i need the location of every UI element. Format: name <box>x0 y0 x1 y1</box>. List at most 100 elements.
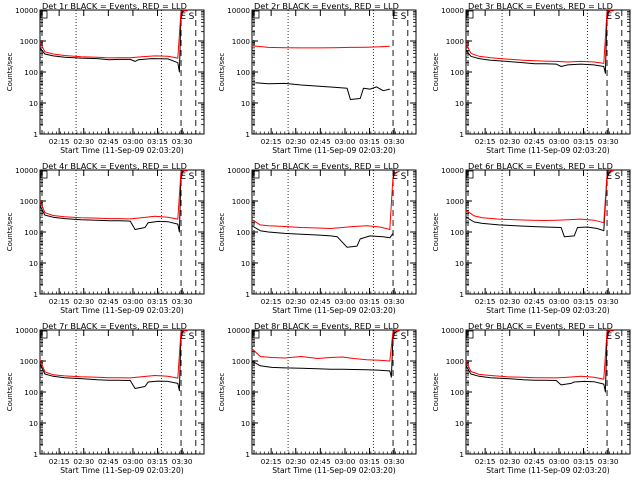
x-axis-label: Start Time (11-Sep-09 02:03:20) <box>272 306 396 315</box>
x-tick-label: 02:30 <box>499 137 520 146</box>
x-axis-label: Start Time (11-Sep-09 02:03:20) <box>60 146 184 155</box>
marker-s: S <box>615 12 621 22</box>
start-marker-box <box>40 10 48 19</box>
marker-s: S <box>615 172 621 182</box>
lld-series-line <box>39 169 188 220</box>
y-tick-label: 1000 <box>232 37 251 46</box>
x-axis-label: Start Time (11-Sep-09 02:03:20) <box>60 306 184 315</box>
x-tick-label: 02:15 <box>475 457 496 466</box>
x-tick-label: 02:30 <box>285 297 306 306</box>
y-tick-label: 10000 <box>441 166 464 175</box>
x-tick-label: 02:15 <box>49 137 70 146</box>
start-marker-box <box>466 330 474 339</box>
x-tick-label: 03:15 <box>147 457 168 466</box>
y-tick-label: 100 <box>236 388 250 397</box>
marker-e: E <box>180 12 186 22</box>
y-tick-label: 10000 <box>15 326 38 335</box>
y-tick-label: 10000 <box>227 166 250 175</box>
x-tick-label: 03:30 <box>172 137 193 146</box>
marker-e: E <box>392 172 398 182</box>
x-axis-label: Start Time (11-Sep-09 02:03:20) <box>486 146 610 155</box>
lld-series-line <box>251 329 400 362</box>
lld-series-line <box>251 170 400 230</box>
lld-series-line <box>39 329 188 379</box>
marker-s: S <box>401 172 407 182</box>
x-axis-label: Start Time (11-Sep-09 02:03:20) <box>486 466 610 475</box>
y-tick-label: 10 <box>241 419 251 428</box>
y-tick-label: 100 <box>236 68 250 77</box>
y-tick-label: 10000 <box>441 326 464 335</box>
marker-s: S <box>189 172 195 182</box>
y-tick-label: 100 <box>450 68 464 77</box>
events-series-line <box>39 330 188 392</box>
x-tick-label: 03:00 <box>335 457 356 466</box>
x-tick-label: 03:30 <box>384 137 405 146</box>
y-tick-label: 10000 <box>441 6 464 15</box>
x-tick-label: 02:30 <box>285 137 306 146</box>
start-marker-box <box>252 330 260 339</box>
y-axis-label: Counts/sec <box>218 213 226 252</box>
y-tick-label: 1 <box>459 290 464 299</box>
x-tick-label: 02:30 <box>73 137 94 146</box>
panel-title: Det 3r BLACK = Events, RED = LLD <box>468 1 613 11</box>
y-axis-label: Counts/sec <box>218 373 226 412</box>
y-axis-label: Counts/sec <box>432 53 440 92</box>
y-axis-label: Counts/sec <box>432 373 440 412</box>
panel-1: Det 1r BLACK = Events, RED = LLD 1 10 100 10… <box>6 1 205 155</box>
y-tick-label: 1 <box>245 290 250 299</box>
lld-series-line <box>39 9 188 59</box>
plot-frame <box>465 169 631 295</box>
x-tick-label: 03:15 <box>359 297 380 306</box>
panel-9: Det 9r BLACK = Events, RED = LLD 1 10 100 10… <box>432 321 631 475</box>
marker-e: E <box>180 332 186 342</box>
y-axis-label: Counts/sec <box>6 53 14 92</box>
marker-s: S <box>615 332 621 342</box>
x-axis-label: Start Time (11-Sep-09 02:03:20) <box>272 466 396 475</box>
x-tick-label: 02:15 <box>261 457 282 466</box>
y-tick-label: 100 <box>24 68 38 77</box>
y-tick-label: 1 <box>459 450 464 459</box>
x-tick-label: 03:00 <box>549 137 570 146</box>
start-marker-box <box>252 10 260 19</box>
panel-6: Det 6r BLACK = Events, RED = LLD 1 10 100 10… <box>432 161 631 315</box>
y-tick-label: 1000 <box>232 197 251 206</box>
marker-e: E <box>392 332 398 342</box>
events-series-line <box>251 330 400 378</box>
y-tick-label: 100 <box>24 228 38 237</box>
x-tick-label: 02:30 <box>73 457 94 466</box>
x-tick-label: 03:30 <box>384 457 405 466</box>
x-axis-label: Start Time (11-Sep-09 02:03:20) <box>60 466 184 475</box>
panel-8: Det 8r BLACK = Events, RED = LLD 1 10 100 10… <box>218 321 417 475</box>
marker-s: S <box>401 332 407 342</box>
y-tick-label: 100 <box>236 228 250 237</box>
y-tick-label: 10 <box>29 99 39 108</box>
panel-4: Det 4r BLACK = Events, RED = LLD 1 10 100 10… <box>6 161 205 315</box>
events-series-line <box>465 330 614 393</box>
x-tick-label: 02:30 <box>499 297 520 306</box>
panel-title: Det 6r BLACK = Events, RED = LLD <box>468 161 613 171</box>
events-series-line <box>465 10 614 74</box>
panel-3: Det 3r BLACK = Events, RED = LLD 1 10 100 10… <box>432 1 631 155</box>
lld-series-line <box>465 329 614 380</box>
x-tick-label: 02:15 <box>261 137 282 146</box>
panel-title: Det 7r BLACK = Events, RED = LLD <box>42 321 187 331</box>
y-tick-label: 10000 <box>15 166 38 175</box>
x-tick-label: 02:15 <box>49 457 70 466</box>
x-tick-label: 03:30 <box>384 297 405 306</box>
panel-title: Det 4r BLACK = Events, RED = LLD <box>42 161 187 171</box>
panel-title: Det 1r BLACK = Events, RED = LLD <box>42 1 187 11</box>
start-marker-box <box>40 170 48 179</box>
y-axis-label: Counts/sec <box>6 213 14 252</box>
y-tick-label: 100 <box>450 228 464 237</box>
y-tick-label: 10000 <box>227 326 250 335</box>
y-tick-label: 10000 <box>15 6 38 15</box>
x-tick-label: 03:15 <box>573 457 594 466</box>
x-tick-label: 03:15 <box>573 137 594 146</box>
y-tick-label: 10 <box>455 99 465 108</box>
x-tick-label: 03:15 <box>573 297 594 306</box>
lld-series-line <box>465 169 614 224</box>
y-tick-label: 1000 <box>232 357 251 366</box>
y-tick-label: 1000 <box>446 37 465 46</box>
x-tick-label: 02:30 <box>285 457 306 466</box>
